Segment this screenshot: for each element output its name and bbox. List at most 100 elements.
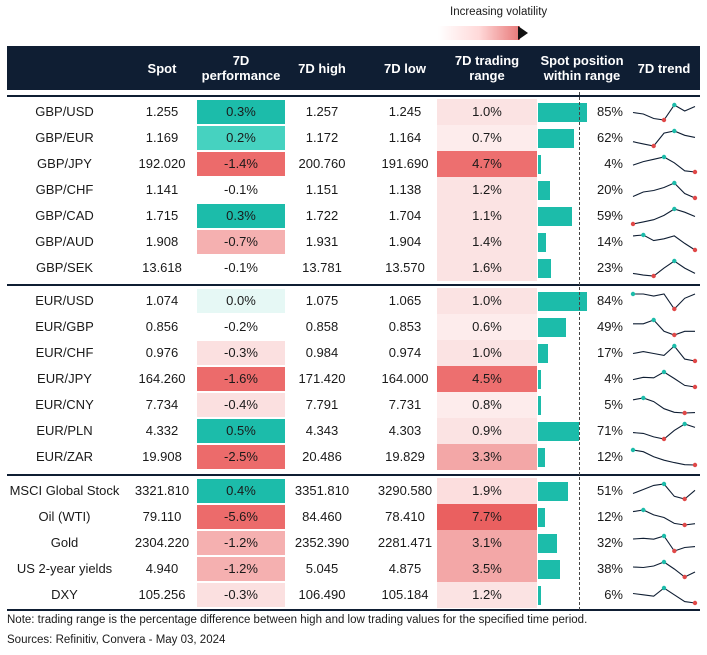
performance-value: -0.2% — [197, 315, 285, 339]
table-row: GBP/EUR 1.169 0.2% 1.172 1.164 0.7% 62% — [7, 125, 700, 151]
position-value: 12% — [596, 509, 623, 524]
spot-value: 2304.220 — [134, 535, 190, 550]
position-bar — [538, 396, 541, 415]
row-label: GBP/SEK — [35, 260, 94, 275]
position-bar — [538, 448, 545, 467]
position-value: 49% — [596, 319, 623, 334]
low-value: 4.303 — [388, 423, 422, 438]
trend-high-marker — [672, 258, 677, 264]
spot-value: 164.260 — [138, 371, 186, 386]
trend-line — [632, 371, 696, 388]
spot-value: 192.020 — [138, 156, 186, 171]
spot-value: 79.110 — [142, 509, 182, 524]
low-value: 7.731 — [388, 397, 422, 412]
low-value: 2281.471 — [377, 535, 433, 550]
range-value: 0.8% — [437, 392, 537, 418]
spot-value: 1.169 — [145, 130, 179, 145]
row-label: GBP/JPY — [37, 156, 92, 171]
trend-high-marker — [661, 369, 667, 375]
performance-value: 0.0% — [197, 289, 285, 313]
spot-value: 7.734 — [145, 397, 179, 412]
table-header: Spot 7D performance 7D high 7D low 7D tra… — [7, 46, 700, 90]
trend-sparkline — [633, 317, 695, 338]
trend-sparkline — [632, 232, 698, 253]
spot-value: 1.715 — [145, 208, 179, 223]
trend-high-marker — [672, 206, 677, 212]
position-bar — [538, 129, 574, 148]
high-value: 20.486 — [302, 449, 342, 464]
table-row: GBP/JPY 192.020 -1.4% 200.760 191.690 4.7% 4% — [7, 151, 700, 177]
high-value: 106.490 — [298, 587, 346, 602]
high-value: 3351.810 — [294, 483, 350, 498]
trend-line — [632, 156, 696, 173]
position-value: 71% — [596, 423, 623, 438]
table-row: DXY 105.256 -0.3% 106.490 105.184 1.2% 6% — [7, 582, 700, 608]
performance-value: -0.3% — [197, 341, 285, 365]
trend-low-marker — [682, 522, 687, 528]
trend-low-marker — [672, 306, 677, 312]
trend-high-marker — [661, 481, 667, 487]
position-bar — [538, 155, 541, 174]
performance-value: 0.2% — [197, 126, 285, 150]
trend-sparkline — [632, 154, 698, 175]
row-label: EUR/ZAR — [35, 449, 94, 464]
high-value: 5.045 — [305, 561, 339, 576]
sources: Sources: Refinitiv, Convera - May 03, 20… — [7, 634, 226, 646]
trend-sparkline — [632, 559, 696, 580]
trend-low-marker — [692, 247, 698, 253]
legend-gradient — [438, 26, 520, 40]
trend-high-marker — [661, 559, 667, 565]
header-high: 7D high — [298, 60, 346, 76]
trend-low-marker — [661, 436, 667, 442]
position-bar — [538, 560, 561, 579]
trend-low-marker — [692, 384, 698, 390]
performance-value: -1.4% — [197, 152, 285, 176]
table-row: GBP/AUD 1.908 -0.7% 1.931 1.904 1.4% 14% — [7, 229, 700, 255]
row-label: Gold — [50, 535, 79, 550]
spot-value: 0.976 — [145, 345, 179, 360]
low-value: 1.065 — [388, 293, 422, 308]
low-value: 191.690 — [381, 156, 429, 171]
spot-value: 0.856 — [145, 319, 179, 334]
position-bar — [538, 318, 567, 337]
trend-low-marker — [651, 143, 656, 149]
low-value: 1.245 — [388, 104, 422, 119]
high-value: 84.460 — [302, 509, 342, 524]
table-row: EUR/JPY 164.260 -1.6% 171.420 164.000 4.5% 4% — [7, 366, 700, 392]
spot-value: 1.908 — [145, 234, 179, 249]
position-bar — [538, 586, 542, 605]
performance-value: -0.1% — [197, 256, 285, 280]
trend-line — [632, 130, 696, 147]
table-row: GBP/USD 1.255 0.3% 1.257 1.245 1.0% 85% — [7, 99, 700, 125]
header-trend: 7D trend — [637, 60, 691, 76]
trend-low-marker — [692, 600, 698, 606]
trend-line — [632, 423, 696, 440]
trend-high-marker — [661, 154, 667, 160]
row-label: EUR/USD — [35, 293, 94, 308]
trend-low-marker — [672, 332, 677, 338]
trend-low-marker — [692, 195, 698, 201]
trend-line — [632, 397, 696, 414]
position-bar — [538, 422, 580, 441]
trend-high-marker — [672, 128, 677, 134]
trend-high-marker — [630, 447, 636, 453]
trend-high-marker — [641, 232, 646, 238]
trend-high-marker — [661, 585, 667, 591]
trend-sparkline — [632, 180, 698, 201]
table-row: US 2-year yields 4.940 -1.2% 5.045 4.875 3.5%… — [7, 556, 700, 582]
position-value: 17% — [596, 345, 623, 360]
range-value: 0.9% — [437, 418, 537, 444]
performance-value: -1.2% — [197, 557, 285, 581]
row-label: EUR/CNY — [35, 397, 94, 412]
range-value: 0.6% — [437, 314, 537, 340]
position-value: 84% — [596, 293, 623, 308]
trend-sparkline — [632, 128, 696, 149]
performance-value: -0.3% — [197, 583, 285, 607]
position-bar — [538, 259, 552, 278]
low-value: 13.570 — [385, 260, 425, 275]
trend-low-marker — [682, 410, 687, 416]
low-value: 1.164 — [388, 130, 422, 145]
position-value: 32% — [596, 535, 623, 550]
table-row: EUR/CNY 7.734 -0.4% 7.791 7.731 0.8% 5% — [7, 392, 700, 418]
position-value: 85% — [596, 104, 623, 119]
